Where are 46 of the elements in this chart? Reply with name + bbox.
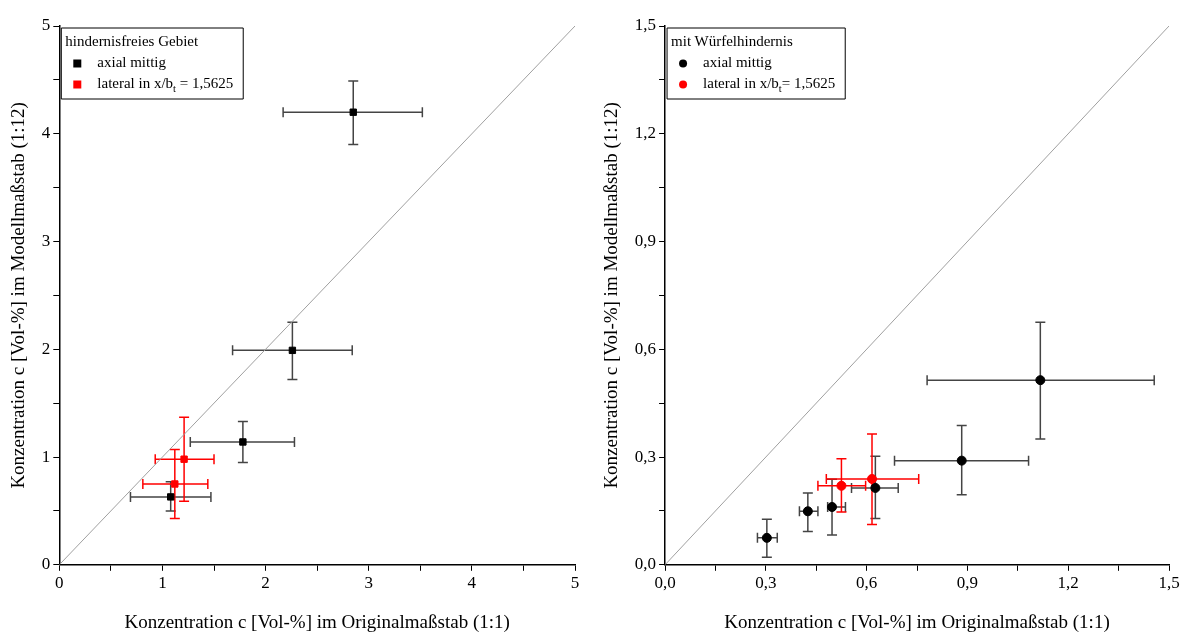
point [836, 480, 847, 491]
y-tick-label: 2 [41, 338, 51, 358]
x-tick-label: 0,3 [755, 573, 777, 593]
x-tick-label: 1,5 [1158, 573, 1180, 593]
legend-label: axial mittig [97, 54, 167, 71]
legend-label: axial mittig [703, 54, 773, 71]
point [870, 482, 881, 493]
y-tick-label: 0,0 [634, 554, 657, 574]
y-tick-label: 0 [41, 554, 51, 574]
point [171, 480, 179, 488]
point [288, 346, 297, 355]
point [761, 532, 772, 543]
x-tick-label: 1,2 [1057, 573, 1079, 593]
y-axis-title: Konzentration c [Vol-%] im Modellmaßstab (1:12) [7, 102, 30, 489]
y-tick-label: 1 [41, 446, 51, 466]
legend-title: mit Würfelhindernis [671, 33, 793, 50]
x-tick-label: 1 [158, 573, 167, 593]
y-tick-label: 4 [41, 123, 51, 143]
x-tick-label: 3 [364, 573, 373, 593]
y-tick-label: 5 [41, 15, 51, 35]
x-tick-label: 2 [261, 573, 270, 593]
x-tick-label: 5 [570, 573, 580, 593]
point [802, 506, 813, 517]
x-tick-label: 0,9 [956, 573, 979, 593]
y-axis-title: Konzentration c [Vol-%] im Modellmaßstab (1:12) [600, 102, 623, 489]
x-axis-title: Konzentration c [Vol-%] im Originalmaßstab (1:1) [724, 610, 1110, 633]
point [1035, 375, 1046, 386]
y-tick-label: 1,2 [634, 123, 657, 143]
point [180, 455, 188, 463]
y-tick-label: 3 [41, 230, 51, 250]
x-tick-label: 4 [467, 573, 477, 593]
point [956, 455, 967, 466]
point [167, 493, 175, 501]
y-tick-label: 0,9 [634, 230, 657, 250]
x-tick-label: 0 [55, 573, 64, 593]
point [867, 473, 878, 484]
point [349, 108, 357, 116]
y-tick-label: 1,5 [634, 15, 657, 35]
x-tick-label: 0,0 [654, 573, 676, 593]
x-tick-label: 0,6 [856, 573, 878, 593]
y-tick-label: 0,6 [634, 338, 657, 358]
x-axis-title: Konzentration c [Vol-%] im Originalmaßstab (1:1) [124, 610, 510, 633]
point [827, 501, 838, 512]
point [239, 438, 247, 446]
legend-title: hindernisfreies Gebiet [65, 33, 199, 50]
y-tick-label: 0,3 [634, 446, 657, 466]
